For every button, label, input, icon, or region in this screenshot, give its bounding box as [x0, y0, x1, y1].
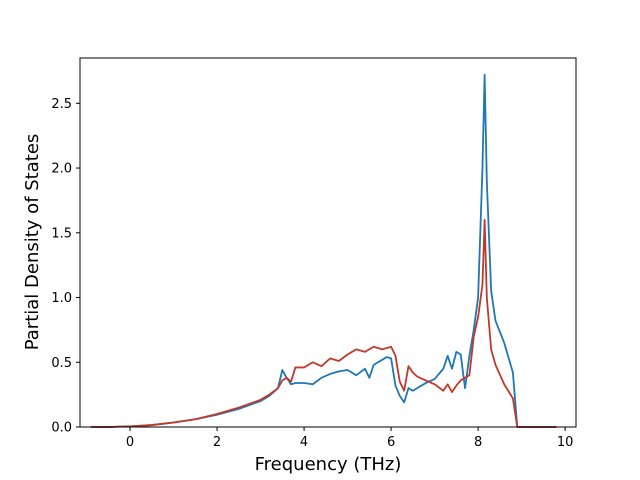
- plot-frame: [79, 57, 577, 428]
- x-tick-label: 4: [300, 435, 308, 450]
- x-tick-label: 8: [474, 435, 482, 450]
- y-tick-label: 2.5: [51, 97, 72, 112]
- y-axis-ticks: 0.0 0.5 1.0 1.5 2.0 2.5: [51, 97, 80, 436]
- x-tick-label: 10: [557, 435, 574, 450]
- y-axis-label: Partial Density of States: [22, 134, 43, 351]
- x-axis-ticks: 0 2 4 6 8 10: [126, 427, 574, 450]
- y-tick-label: 1.0: [51, 291, 72, 306]
- x-tick-label: 0: [126, 435, 134, 450]
- x-axis-label: Frequency (THz): [255, 454, 402, 475]
- y-tick-label: 0.5: [51, 356, 72, 371]
- y-tick-label: 2.0: [51, 162, 72, 177]
- series-line-2: [90, 218, 557, 428]
- y-tick-label: 0.0: [51, 421, 72, 436]
- series-layer: [90, 73, 557, 428]
- y-tick-label: 1.5: [51, 226, 72, 241]
- x-tick-label: 2: [213, 435, 221, 450]
- x-tick-label: 6: [387, 435, 395, 450]
